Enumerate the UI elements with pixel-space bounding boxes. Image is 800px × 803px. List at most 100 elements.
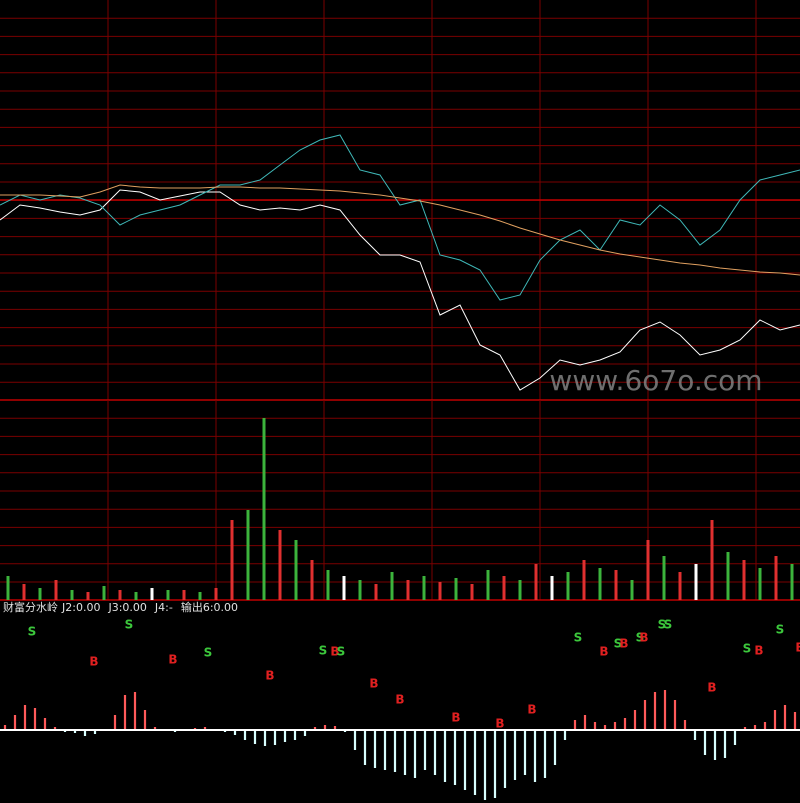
bar xyxy=(182,590,186,600)
bar xyxy=(310,560,314,600)
bar xyxy=(774,556,778,600)
bar xyxy=(773,710,777,730)
indicator-title: 财富分水岭 xyxy=(3,600,58,614)
bar xyxy=(790,564,794,600)
signal-label: B xyxy=(168,653,177,667)
bar xyxy=(678,572,682,600)
bar xyxy=(150,588,154,600)
bar xyxy=(710,520,714,600)
bar xyxy=(293,730,297,740)
bar xyxy=(54,580,58,600)
bar xyxy=(363,730,367,765)
signal-label: S xyxy=(658,618,667,632)
bar xyxy=(374,584,378,600)
bar xyxy=(523,730,527,775)
signal-label: S xyxy=(574,631,583,645)
indicator-legend: J4:- xyxy=(154,601,173,614)
bar xyxy=(543,730,547,778)
bar xyxy=(403,730,407,775)
bar xyxy=(253,730,257,744)
bar xyxy=(406,580,410,600)
bar xyxy=(383,730,387,770)
bar xyxy=(553,730,557,765)
price-line xyxy=(0,134,800,301)
signal-label: S xyxy=(636,631,645,645)
signal-label: S xyxy=(664,618,673,632)
bar xyxy=(646,540,650,600)
bar xyxy=(613,722,617,730)
bar xyxy=(513,730,517,780)
bar xyxy=(73,730,77,733)
bar xyxy=(358,580,362,600)
bar xyxy=(723,730,727,758)
bar xyxy=(518,580,522,600)
bar xyxy=(43,718,47,730)
signal-label: S xyxy=(28,625,37,639)
bar xyxy=(326,570,330,600)
bar xyxy=(763,722,767,730)
indicator-legend: 输出6:0.00 xyxy=(181,600,238,614)
indicator-legend: J3:0.00 xyxy=(107,601,146,614)
bar xyxy=(93,730,97,734)
bar xyxy=(390,572,394,600)
bar xyxy=(246,510,250,600)
bar xyxy=(38,588,42,600)
bar xyxy=(113,715,117,730)
bar xyxy=(323,725,327,730)
bar xyxy=(393,730,397,772)
bar xyxy=(23,705,27,730)
bar xyxy=(486,570,490,600)
signal-label: S xyxy=(776,623,785,637)
bar xyxy=(663,690,667,730)
bar xyxy=(422,576,426,600)
bar xyxy=(454,578,458,600)
bar xyxy=(294,540,298,600)
bar xyxy=(153,727,157,730)
bar xyxy=(333,726,337,730)
signal-label: B xyxy=(330,645,339,659)
signal-label: S xyxy=(204,646,213,660)
bar xyxy=(443,730,447,782)
bar xyxy=(453,730,457,785)
bar xyxy=(502,576,506,600)
bar xyxy=(793,712,797,730)
bar xyxy=(353,730,357,750)
price-line xyxy=(0,189,800,391)
signal-label: B xyxy=(369,677,378,691)
bar xyxy=(582,560,586,600)
bar xyxy=(230,520,234,600)
bar xyxy=(198,592,202,600)
bar xyxy=(643,700,647,730)
bar xyxy=(278,530,282,600)
bar xyxy=(742,560,746,600)
bar xyxy=(593,722,597,730)
bar xyxy=(70,590,74,600)
signal-label: B xyxy=(639,631,648,645)
bar xyxy=(783,705,787,730)
price-line xyxy=(0,184,800,276)
bar xyxy=(102,586,106,600)
bar xyxy=(566,572,570,600)
signal-label: B xyxy=(89,655,98,669)
bar xyxy=(503,730,507,788)
bar xyxy=(598,568,602,600)
bar xyxy=(463,730,467,790)
bar xyxy=(423,730,427,770)
bar xyxy=(313,727,317,730)
bar xyxy=(694,564,698,600)
signal-label: B xyxy=(599,645,608,659)
bar xyxy=(703,730,707,755)
bar xyxy=(470,584,474,600)
bar xyxy=(630,580,634,600)
bar xyxy=(603,725,607,730)
bar xyxy=(133,692,137,730)
bar xyxy=(614,570,618,600)
signal-label: B xyxy=(754,644,763,658)
bar xyxy=(273,730,277,745)
bar xyxy=(233,730,237,735)
signal-label: B xyxy=(495,717,504,731)
bar xyxy=(726,552,730,600)
bar xyxy=(203,727,207,730)
bar xyxy=(623,718,627,730)
bar xyxy=(653,692,657,730)
